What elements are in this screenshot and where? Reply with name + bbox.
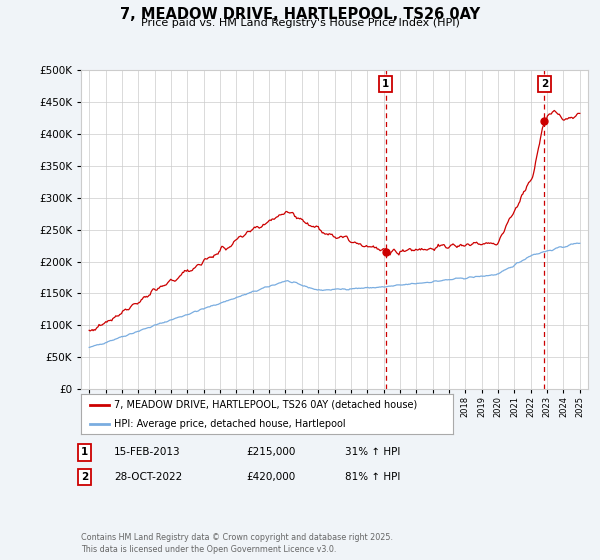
Text: Price paid vs. HM Land Registry's House Price Index (HPI): Price paid vs. HM Land Registry's House … (140, 18, 460, 29)
Text: 2: 2 (541, 79, 548, 89)
Text: 15-FEB-2013: 15-FEB-2013 (114, 447, 181, 458)
Text: £215,000: £215,000 (246, 447, 295, 458)
Text: HPI: Average price, detached house, Hartlepool: HPI: Average price, detached house, Hart… (115, 419, 346, 429)
Text: 31% ↑ HPI: 31% ↑ HPI (345, 447, 400, 458)
Text: £420,000: £420,000 (246, 472, 295, 482)
Text: 7, MEADOW DRIVE, HARTLEPOOL, TS26 0AY (detached house): 7, MEADOW DRIVE, HARTLEPOOL, TS26 0AY (d… (115, 400, 418, 410)
Text: 1: 1 (81, 447, 88, 458)
Text: 81% ↑ HPI: 81% ↑ HPI (345, 472, 400, 482)
Text: 28-OCT-2022: 28-OCT-2022 (114, 472, 182, 482)
Text: 2: 2 (81, 472, 88, 482)
Text: Contains HM Land Registry data © Crown copyright and database right 2025.
This d: Contains HM Land Registry data © Crown c… (81, 533, 393, 554)
Text: 1: 1 (382, 79, 389, 89)
Text: 7, MEADOW DRIVE, HARTLEPOOL, TS26 0AY: 7, MEADOW DRIVE, HARTLEPOOL, TS26 0AY (120, 7, 480, 22)
